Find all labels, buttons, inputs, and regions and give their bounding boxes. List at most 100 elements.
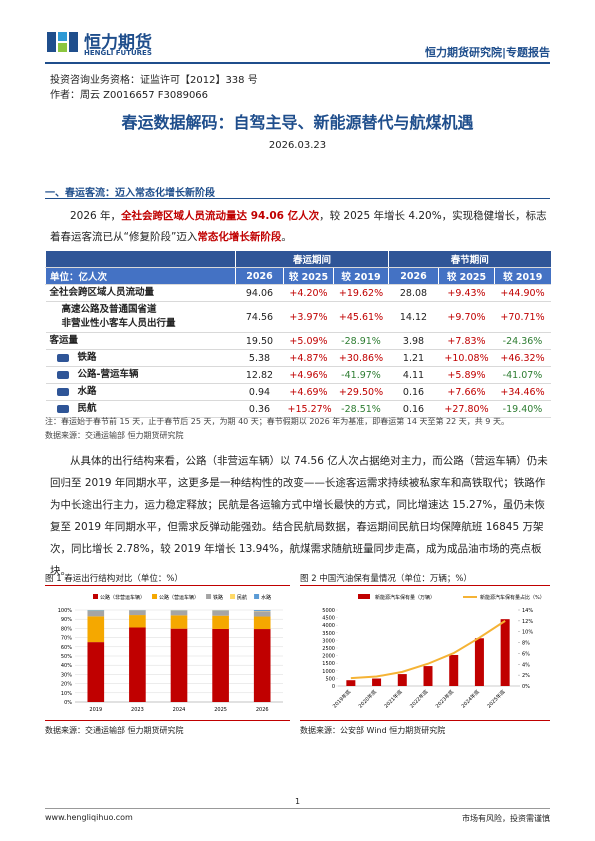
cell: +9.70%: [438, 301, 495, 333]
label-line: 铁路: [77, 352, 97, 363]
cell: +29.50%: [333, 383, 389, 401]
y2-tick-label: 2%: [522, 673, 530, 679]
y2-tick-label: 0%: [522, 684, 530, 690]
data-table: 春运期间 春节期间 单位：亿人次 2026 较 2025 较 2019 2026 较 2025…: [45, 251, 551, 418]
cell: -41.07%: [494, 366, 551, 384]
cell: +46.32%: [494, 349, 551, 367]
row-label: 铁路: [45, 349, 236, 367]
bar: [372, 678, 382, 686]
cell: -41.97%: [333, 366, 389, 384]
x-tick-label: 2019: [89, 707, 102, 713]
legend-swatch: [358, 594, 370, 599]
legend-swatch: [152, 594, 158, 599]
bar: [474, 638, 484, 686]
y2-tick-label: 8%: [522, 641, 530, 647]
bar-segment: [212, 628, 229, 702]
y2-tick-label: 14%: [522, 608, 533, 614]
y-tick-label: 2500: [322, 646, 335, 652]
header-cell: [45, 251, 236, 268]
cell: +45.61%: [333, 301, 389, 333]
cell: +70.71%: [494, 301, 551, 333]
y-tick-label: 60%: [61, 645, 72, 651]
y-tick-label: 2000: [322, 654, 335, 660]
text-run: 2026 年，: [70, 210, 122, 222]
label-line: 水路: [77, 386, 97, 397]
label-lines: 民航: [78, 402, 97, 416]
label-line: 全社会跨区域人员流动量: [49, 287, 155, 298]
cell: +9.43%: [438, 284, 495, 302]
logo-en: HENGLI FUTURES: [84, 49, 152, 57]
logo-svg: [47, 32, 78, 52]
header-row: 春运期间 春节期间: [45, 251, 551, 268]
cell: +15.27%: [283, 400, 334, 418]
bar-segment: [253, 629, 271, 702]
icon-shape: [56, 388, 69, 396]
cell: 5.38: [235, 349, 284, 367]
cell: -28.91%: [333, 332, 389, 350]
icon-shape: [56, 354, 69, 362]
row-icon: [56, 405, 69, 413]
y-tick-label: 4500: [322, 616, 335, 622]
row-label: 全社会跨区域人员流动量: [45, 284, 236, 302]
label-line: 客运量: [49, 335, 79, 346]
bar-segment: [212, 615, 229, 629]
note: 数据来源：交通运输部 恒力期货研究院: [45, 431, 184, 440]
x-tick-label: 2022年底: [408, 688, 429, 709]
bar-segment: [87, 610, 105, 611]
table-row: 公路-营运车辆 12.82 +4.96% -41.97% 4.11 +5.89% -41.0…: [45, 366, 551, 384]
label-line: 民航: [77, 403, 97, 414]
column-header: 较 2019: [333, 267, 389, 285]
row-label: 高速公路及普通国省道 非营业性小客车人员出行量: [45, 301, 236, 333]
meta: 投资咨询业务资格：证监许可【2012】338 号: [50, 75, 258, 86]
text-run: 全社会跨区域人员流动量达 94.06 亿人次: [121, 210, 320, 222]
cell: 12.82: [235, 366, 284, 384]
row-label: 水路: [45, 383, 236, 401]
bar-segment: [129, 627, 146, 702]
legend-label: 铁路: [213, 594, 223, 601]
table-row: 水路 0.94 +4.69% +29.50% 0.16 +7.66% +34.46%: [45, 383, 551, 401]
figure-rule: [300, 720, 550, 721]
cell: +5.89%: [438, 366, 495, 384]
text-run: ，较 2025 年增长 4.20%，实现稳健增长，标志着春运客流已从“修复阶段”…: [50, 210, 547, 243]
header-row: 单位：亿人次 2026 较 2025 较 2019 2026 较 2025 较 2019: [45, 267, 551, 285]
table-row: 高速公路及普通国省道 非营业性小客车人员出行量 74.56 +3.97% +45.61%…: [45, 301, 551, 333]
column-header: 较 2025: [283, 267, 334, 285]
cell: +4.20%: [283, 284, 334, 302]
legend-swatch: [230, 594, 236, 599]
row-icon: [56, 354, 69, 362]
bar: [500, 619, 510, 686]
label-line: 公路-营运车辆: [77, 369, 139, 380]
legend-label: 公路（非营运车辆）: [100, 594, 145, 601]
column-header: 2026: [235, 267, 284, 285]
footer-rule: [45, 808, 550, 809]
label-line: 非营业性小客车人员出行量: [61, 318, 176, 329]
cell: +30.86%: [333, 349, 389, 367]
table-row: 客运量 19.50 +5.09% -28.91% 3.98 +7.83% -24.36%: [45, 332, 551, 350]
label-lines: 高速公路及普通国省道 非营业性小客车人员出行量: [62, 303, 176, 331]
y-tick-label: 70%: [61, 636, 72, 642]
date: 2026.03.23: [268, 140, 327, 151]
bar-segment: [87, 611, 105, 617]
bar-segment: [170, 610, 188, 616]
y-tick-label: 30%: [61, 672, 72, 678]
cell: 28.08: [388, 284, 439, 302]
figure-rule: [300, 585, 550, 586]
cell: +27.80%: [438, 400, 495, 418]
row-label: 客运量: [45, 332, 236, 350]
icon-shape: [56, 371, 69, 379]
logo-icon: [45, 30, 81, 54]
y-tick-label: 0: [332, 684, 335, 690]
figure-title: 图 2 中国汽油保有量情况（单位：万辆；%）: [300, 574, 472, 584]
text-run: 常态化增长新阶段: [197, 231, 282, 243]
logo-text: 恒力期货: [84, 33, 152, 53]
cell: 3.98: [388, 332, 439, 350]
bar-segment: [212, 610, 229, 616]
figure-rule: [45, 720, 290, 721]
cell: -19.40%: [494, 400, 551, 418]
y-tick-label: 1500: [322, 661, 335, 667]
y-tick-label: 4000: [322, 623, 335, 629]
cell: +19.62%: [333, 284, 389, 302]
bar: [423, 666, 433, 686]
figure-source: 数据来源：交通运输部 恒力期货研究院: [45, 726, 184, 735]
